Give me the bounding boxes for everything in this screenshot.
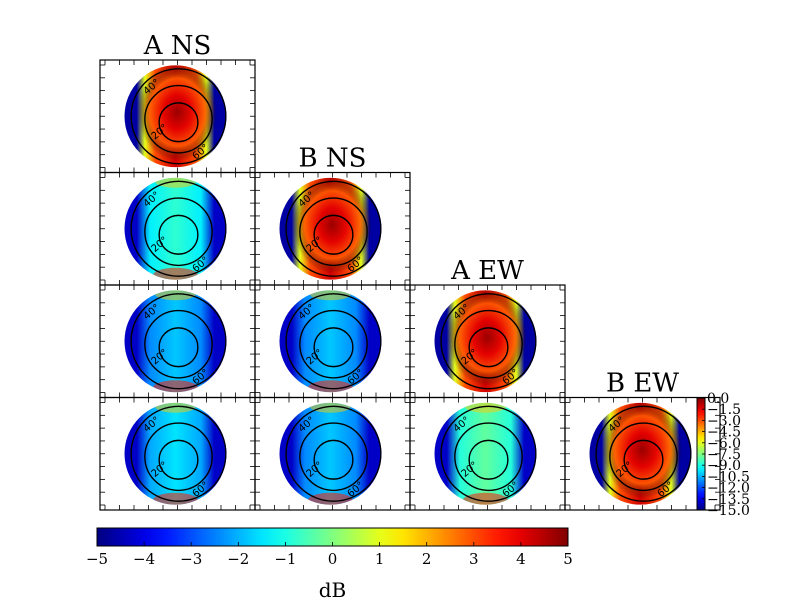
zenith-contour xyxy=(144,197,213,267)
beam-core xyxy=(137,65,218,161)
beam-colorbar-tick: −10.5 xyxy=(707,469,750,485)
ratio-panel: 20°40°60° xyxy=(254,396,411,511)
panel-title: B EW xyxy=(606,369,679,399)
ratio-colorbar-tick: −5 xyxy=(86,550,108,568)
zenith-contour xyxy=(130,68,227,165)
ratio-panel: 20°40°60° xyxy=(99,396,256,511)
ratio-base xyxy=(279,290,382,393)
sky-disk xyxy=(279,402,382,505)
zenith-contour xyxy=(299,422,368,492)
ratio-base xyxy=(434,402,537,505)
zenith-contour xyxy=(144,422,213,492)
beam-colorbar-tick: −15.0 xyxy=(707,503,750,519)
ratio-panel: 20°40°60° xyxy=(254,284,411,399)
beam-colorbar-tick: −1.5 xyxy=(707,402,741,418)
ratio-base xyxy=(124,290,227,393)
zenith-contour xyxy=(285,293,382,390)
zenith-contour xyxy=(158,102,199,143)
ratio-base xyxy=(279,402,382,505)
sky-disk xyxy=(124,290,227,393)
zenith-contour xyxy=(158,214,199,255)
sky-disk xyxy=(279,177,382,280)
ratio-colorbar-label: dB xyxy=(319,578,347,600)
sky-disk xyxy=(124,65,227,168)
zenith-contour xyxy=(158,327,199,368)
beam-panel: 20°40°60° xyxy=(254,171,411,286)
zenith-contour xyxy=(130,293,227,390)
beam-core xyxy=(447,290,528,386)
ratio-colorbar-tick: −1 xyxy=(274,550,296,568)
zenith-contour xyxy=(144,84,213,154)
zenith-contour xyxy=(313,214,354,255)
beam-colorbar-tick: −4.5 xyxy=(707,425,741,441)
ratio-panel: 20°40°60° xyxy=(99,171,256,286)
zenith-contour xyxy=(299,309,368,379)
beam-colorbar-tick: −6.0 xyxy=(707,436,741,452)
beam-core xyxy=(602,402,683,499)
sky-disk xyxy=(124,402,227,505)
panel-title: A EW xyxy=(450,256,524,286)
beam-colorbar-tick: −13.5 xyxy=(707,492,750,508)
beam-core xyxy=(292,177,373,274)
zenith-contour xyxy=(313,439,354,480)
beam-colorbar-tick: −3.0 xyxy=(707,413,741,429)
ratio-colorbar: −5 −4 −3 −2 −1 0 1 2 3 4 5 dB xyxy=(86,527,573,600)
zenith-contour xyxy=(454,309,523,379)
panel-title: B NS xyxy=(299,144,367,174)
ratio-colorbar-tick: 1 xyxy=(375,550,385,568)
ratio-colorbar-tick: 0 xyxy=(328,550,338,568)
beam-panel: 20°40°60° xyxy=(564,396,721,511)
zenith-contour xyxy=(454,422,523,492)
beam-panel: 20°40°60° xyxy=(99,59,256,174)
zenith-contour xyxy=(130,405,227,502)
beam-panel: 20°40°60° xyxy=(409,284,566,399)
zenith-contour xyxy=(158,439,199,480)
zenith-contour xyxy=(440,405,537,502)
sky-disk xyxy=(124,177,227,280)
sky-disk xyxy=(279,290,382,393)
zenith-contour xyxy=(468,439,509,480)
beam-colorbar-tick: −9.0 xyxy=(707,458,741,474)
ratio-base xyxy=(124,402,227,505)
zenith-contour xyxy=(285,405,382,502)
zenith-contour xyxy=(285,180,382,277)
zenith-contour xyxy=(299,197,368,267)
ratio-colorbar-tick: 3 xyxy=(469,550,479,568)
ratio-panel: 20°40°60° xyxy=(99,284,256,399)
sky-disk xyxy=(589,402,692,505)
ratio-colorbar-tick: 5 xyxy=(563,550,573,568)
zenith-contour xyxy=(440,293,537,390)
zenith-contour xyxy=(595,405,692,502)
ratio-panel: 20°40°60° xyxy=(409,396,566,511)
sky-disk xyxy=(434,402,537,505)
ratio-colorbar-tick: 4 xyxy=(516,550,526,568)
ratio-colorbar-tick: −3 xyxy=(180,550,202,568)
ratio-colorbar-tick: 2 xyxy=(422,550,432,568)
beam-colorbar-tick: 0.0 xyxy=(707,391,729,407)
panel-title: A NS xyxy=(143,31,212,61)
ratio-colorbar-tick: −2 xyxy=(227,550,249,568)
zenith-contour xyxy=(609,422,678,492)
panel-grid: 20°40°60°20°40°60°20°40°60°20°40°60°20°4… xyxy=(99,59,721,511)
beam-colorbar-tick: −12.0 xyxy=(707,481,750,497)
beam-colorbar-tick: −7.5 xyxy=(707,447,741,463)
beam-colorbar: 0.0−1.5−3.0−4.5−6.0−7.5−9.0−10.5−12.0−13… xyxy=(696,391,750,519)
zenith-contour xyxy=(144,309,213,379)
sky-disk xyxy=(434,290,537,393)
zenith-contour xyxy=(130,180,227,277)
ratio-base xyxy=(124,177,227,280)
ratio-colorbar-tick: −4 xyxy=(133,550,155,568)
panel-titles: A NS B NS A EW B EW xyxy=(143,31,680,399)
zenith-contour xyxy=(468,327,509,368)
zenith-contour xyxy=(623,439,664,480)
zenith-contour xyxy=(313,327,354,368)
